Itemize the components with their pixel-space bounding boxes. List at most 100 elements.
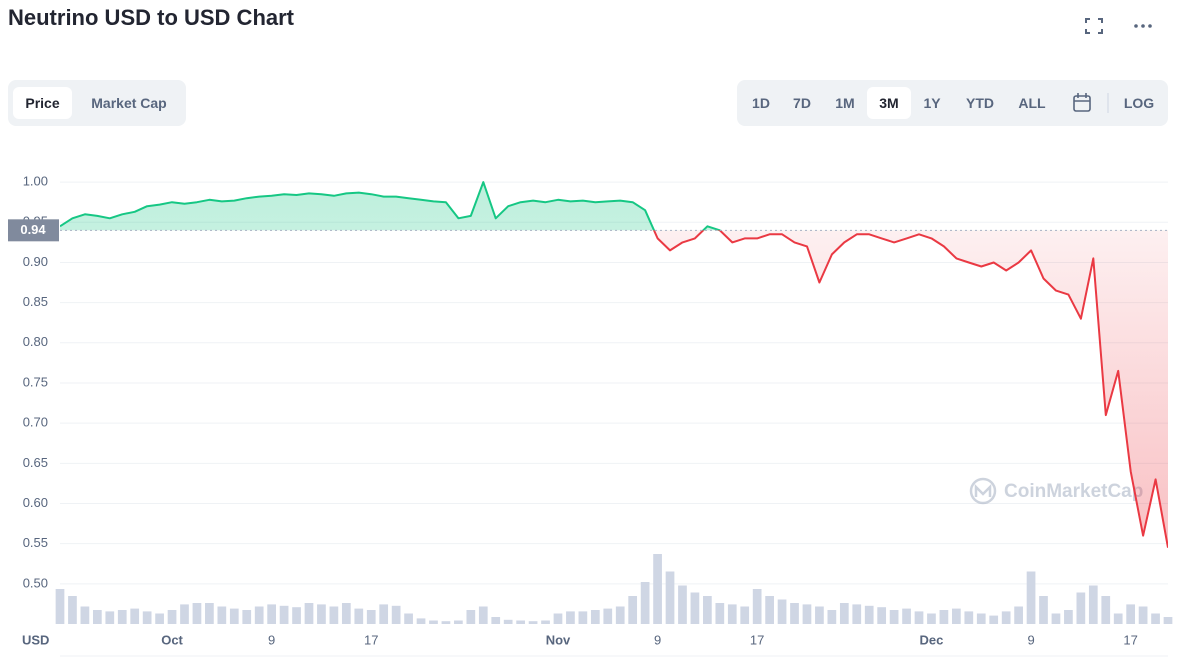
range-1m[interactable]: 1M xyxy=(835,95,855,111)
volume-bar xyxy=(80,606,90,624)
x-tick-label: Nov xyxy=(546,632,571,647)
x-tick-label: 9 xyxy=(268,632,275,647)
volume-bar xyxy=(429,620,438,624)
volume-bar xyxy=(927,613,936,624)
volume-bar xyxy=(192,603,202,624)
range-1d[interactable]: 1D xyxy=(752,95,770,111)
volume-bar xyxy=(889,610,899,624)
range-1y[interactable]: 1Y xyxy=(923,95,941,111)
volume-bar xyxy=(416,618,426,624)
volume-bar xyxy=(939,610,949,624)
volume-bar xyxy=(964,611,974,624)
volume-bar xyxy=(1101,596,1111,624)
volume-bar xyxy=(839,603,849,624)
volume-bar xyxy=(441,621,451,624)
volume-bar xyxy=(1138,606,1148,624)
volume-bar xyxy=(117,610,127,624)
volume-bar xyxy=(740,606,750,624)
volume-bar xyxy=(790,603,799,624)
volume-bar xyxy=(914,611,924,624)
volume-bar xyxy=(491,617,501,624)
volume-bar xyxy=(690,592,700,624)
volume-bar xyxy=(603,608,613,624)
volume-bar xyxy=(528,621,538,624)
volume-bar xyxy=(1126,604,1136,624)
x-tick-label: 9 xyxy=(654,632,661,647)
volume-bar xyxy=(292,607,301,624)
watermark: CoinMarketCap xyxy=(969,477,1143,505)
x-tick-label: Dec xyxy=(920,632,944,647)
volume-bar xyxy=(703,596,712,624)
volume-bar xyxy=(379,604,389,624)
tab-market-cap[interactable]: Market Cap xyxy=(91,95,167,111)
volume-bar xyxy=(329,606,339,624)
volume-bar xyxy=(1076,592,1086,624)
volume-bar xyxy=(205,603,214,624)
volume-bar xyxy=(765,596,774,624)
volume-bar xyxy=(155,613,164,624)
volume-bar xyxy=(317,604,326,624)
volume-bar xyxy=(553,613,563,624)
volume-bar xyxy=(366,610,376,624)
volume-bar xyxy=(590,610,600,624)
volume-bar xyxy=(1051,613,1061,624)
volume-bar xyxy=(341,603,351,624)
tab-price[interactable]: Price xyxy=(13,87,72,119)
watermark-logo xyxy=(969,477,997,505)
y-tick-label: 0.75 xyxy=(23,374,48,389)
range-all[interactable]: ALL xyxy=(1018,95,1046,111)
price-line-above xyxy=(60,181,722,231)
volume-bar xyxy=(167,610,177,624)
volume-bar xyxy=(802,604,812,624)
volume-bar xyxy=(653,554,662,624)
volume-bar xyxy=(1014,606,1023,624)
volume-bar xyxy=(466,610,476,624)
volume-bar xyxy=(354,608,364,624)
y-tick-label: 0.50 xyxy=(23,575,48,590)
volume-bar xyxy=(727,604,737,624)
price-label-box xyxy=(8,219,59,242)
volume-bar xyxy=(976,613,986,624)
area-above xyxy=(60,182,720,231)
x-tick-label: 17 xyxy=(750,632,764,647)
volume-bar xyxy=(827,610,837,624)
volume-bar xyxy=(130,608,140,624)
volume-bar xyxy=(1163,617,1173,624)
volume-bar xyxy=(752,589,762,624)
y-unit-label: USD xyxy=(22,632,49,647)
y-tick-label: 0.70 xyxy=(23,415,48,430)
volume-bar xyxy=(678,585,687,624)
range-7d[interactable]: 7D xyxy=(793,95,811,111)
chart-title: Neutrino USD to USD Chart xyxy=(8,5,294,30)
x-tick-label: 17 xyxy=(1123,632,1137,647)
y-tick-label: 1.00 xyxy=(23,174,48,189)
y-tick-label: 0.80 xyxy=(23,334,48,349)
area-below xyxy=(60,230,1168,548)
price-label: 0.94 xyxy=(20,222,46,237)
volume-bar xyxy=(267,604,276,624)
volume-bar xyxy=(1113,613,1123,624)
volume-bar xyxy=(229,608,239,624)
y-tick-label: 0.90 xyxy=(23,254,48,269)
volume-bar xyxy=(852,604,862,624)
range-3m[interactable]: 3M xyxy=(867,87,911,119)
range-group xyxy=(737,80,1168,126)
watermark-text: CoinMarketCap xyxy=(1004,481,1143,502)
volume-bar xyxy=(1026,571,1036,624)
volume-bar xyxy=(864,605,874,624)
volume-bar xyxy=(478,606,488,624)
volume-bar xyxy=(180,604,189,624)
range-ytd[interactable]: YTD xyxy=(966,95,994,111)
volume-bar xyxy=(1151,613,1160,624)
volume-bar xyxy=(279,605,289,624)
volume-bar xyxy=(541,620,550,624)
volume-bar xyxy=(1039,596,1048,624)
volume-bar xyxy=(952,608,961,624)
y-tick-label: 0.65 xyxy=(23,455,48,470)
range-log[interactable]: LOG xyxy=(1123,95,1155,111)
volume-bar xyxy=(815,606,824,624)
volume-bar xyxy=(578,611,588,624)
volume-bar xyxy=(566,611,575,624)
volume-bar xyxy=(665,571,675,624)
